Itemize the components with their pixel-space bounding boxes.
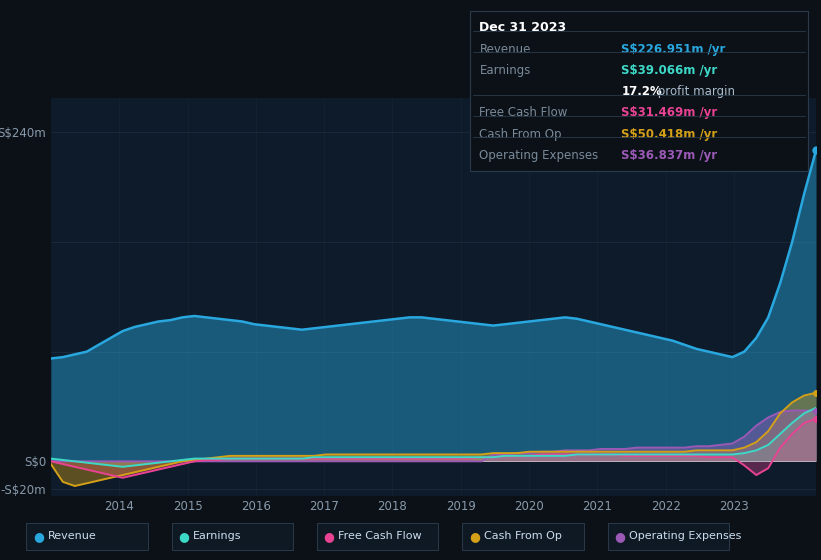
Text: Free Cash Flow: Free Cash Flow — [479, 106, 568, 119]
Text: ●: ● — [33, 530, 44, 543]
Text: Revenue: Revenue — [479, 43, 531, 55]
Text: S$31.469m /yr: S$31.469m /yr — [621, 106, 718, 119]
Text: ●: ● — [323, 530, 334, 543]
Text: S$36.837m /yr: S$36.837m /yr — [621, 149, 718, 162]
Text: Operating Expenses: Operating Expenses — [629, 531, 741, 542]
Text: profit margin: profit margin — [654, 85, 736, 98]
Text: Earnings: Earnings — [479, 64, 531, 77]
Text: 17.2%: 17.2% — [621, 85, 663, 98]
Text: ●: ● — [178, 530, 189, 543]
Text: Dec 31 2023: Dec 31 2023 — [479, 21, 566, 34]
Text: Cash From Op: Cash From Op — [484, 531, 562, 542]
Text: S$39.066m /yr: S$39.066m /yr — [621, 64, 718, 77]
Text: Revenue: Revenue — [48, 531, 96, 542]
Text: Earnings: Earnings — [193, 531, 241, 542]
Text: ●: ● — [614, 530, 625, 543]
Text: Free Cash Flow: Free Cash Flow — [338, 531, 422, 542]
Text: Operating Expenses: Operating Expenses — [479, 149, 599, 162]
Text: Cash From Op: Cash From Op — [479, 128, 562, 141]
Text: ●: ● — [469, 530, 479, 543]
Text: S$50.418m /yr: S$50.418m /yr — [621, 128, 718, 141]
Text: S$226.951m /yr: S$226.951m /yr — [621, 43, 726, 55]
